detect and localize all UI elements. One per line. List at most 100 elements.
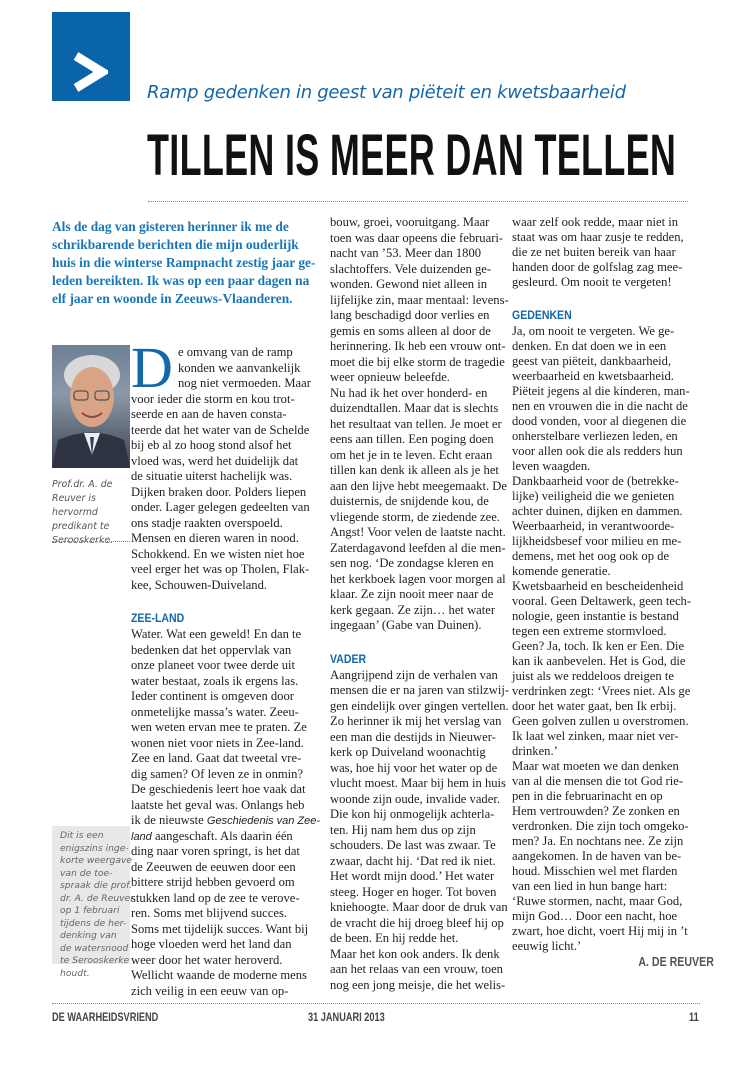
body-text-line: wonen niet voor niets in Zee-land. [131, 735, 304, 750]
body-text-line: herinnering. Ik heb een vrouw ont- [330, 339, 506, 353]
article-column-2: bouw, groei, vooruitgang. Maar toen was d… [330, 215, 509, 993]
section-heading: ZEE-LAND [131, 611, 185, 625]
body-text-line: water bestaat, zoals ik ergens las. [131, 673, 299, 688]
body-text-line: handen door de golfslag zag mee- [512, 260, 683, 274]
body-text-line: aangekomen. In de haven van be- [512, 849, 682, 863]
body-text-line: vlucht moest. Maar bij hem in huis [330, 776, 506, 790]
body-text-line: dood vonden, voor al diegenen die [512, 414, 687, 428]
body-text-line: bittere strijd hebben gevoerd om [131, 875, 295, 889]
body-text-line: denken. En dat doen we in een [512, 339, 667, 353]
body-text-line: van al die mensen die tot God rie- [512, 774, 684, 788]
body-text-line: veel erger het was op Tholen, Flak- [131, 562, 310, 576]
body-text-line: Soms met tijdelijk succes. Want bij [131, 921, 309, 936]
body-text-line: ons stadje raakten overspoeld. [131, 515, 283, 530]
book-title: land [131, 830, 152, 843]
body-text-line: Zo herinner ik mij het verslag van [330, 714, 502, 728]
intro-line: huis in die winterse Rampnacht zestig ja… [52, 255, 316, 270]
note-line: te Serooskerke [60, 955, 130, 966]
body-text-line: klaar. Ze zijn nooit meer naar de [330, 587, 494, 601]
body-text-line: om het je in te leven. Echt eraan [330, 447, 493, 462]
body-text-line: de Zeeuwen de eeuwen door een [131, 859, 296, 874]
note-line: de watersnood [60, 942, 129, 954]
body-text-line: komende generatie. [512, 564, 611, 578]
body-text-line: ik de nieuwste Geschiedenis van Zee- [131, 813, 323, 829]
body-text-line: vloed was, werd het duidelijk dat [131, 453, 299, 468]
body-text-line: van een lied in hun bange hart: [512, 879, 668, 893]
body-text-line: voor allen ook die als redders hun [512, 444, 683, 458]
body-text-line: Mensen en dieren waren in nood. [131, 531, 299, 545]
body-text-line: achter duinen, dijken en dammen. [512, 504, 683, 518]
body-text-line: land aangeschaft. Als daarin één [131, 829, 323, 845]
note-line: Dit is een [60, 830, 104, 841]
body-text-line: verdronken. Die zijn toch omgeko- [512, 819, 689, 833]
body-text-line: Zaterdagavond leefden al die men- [330, 540, 506, 555]
body-text-line: weerbaarheid en kwetsbaarheid. [512, 369, 674, 383]
page-title: TILLEN IS MEER DAN TELLEN [147, 123, 677, 188]
body-text-line: voor ieder die storm en kou trot- [131, 391, 295, 406]
body-text-line: ingegaan’ (Gabe van Duinen). [330, 618, 482, 632]
intro-line: leden bereikten. Ik was op een paar dage… [52, 273, 310, 288]
article-column-1: D e omvang van de ramp konden we aanvanke… [131, 339, 323, 999]
text-span: aangeschaft. Als daarin één [151, 828, 293, 843]
body-text-line: leven waagden. [512, 459, 591, 473]
body-text-line: vooral. Geen Deltawerk, geen tech- [512, 594, 692, 608]
body-text-line: onze planeet voor twee derde uit [131, 658, 295, 672]
body-text-line: Nu had ik het over honderd- en [330, 385, 488, 400]
note-line: van de toe- [60, 867, 113, 879]
body-text-line: Schokkend. En we wisten niet hoe [131, 546, 305, 561]
body-text-line: aan het relaas van een vrouw, toen [330, 962, 503, 976]
body-text-line: bedenken dat het oppervlak van [131, 642, 292, 657]
body-text-line: Die kon hij onmogelijk achterla- [330, 807, 495, 821]
body-text-line: Weerbaarheid, in verantwoorde- [512, 519, 675, 533]
body-text-line: tillen kan denk ik alleen als je het [330, 463, 499, 477]
body-text-line: woonde zijn oude, invalide vader. [330, 791, 500, 806]
body-text-line: teerde dat het water van de Schelde [131, 422, 310, 437]
section-heading: GEDENKEN [512, 308, 572, 322]
body-text-line: onmetelijke massa’s water. Zeeu- [131, 704, 299, 719]
author-photo [52, 345, 130, 468]
intro-line: schrikbarende berichten die mijn ouderli… [52, 237, 299, 252]
body-text-line: duisternis, de snijdende kou, de [330, 494, 489, 508]
footer-date: 31 JANUARI 2013 [308, 1012, 385, 1024]
body-text-line: was, hoe hij voor het water op de [330, 760, 498, 775]
note-line: korte weergave [60, 855, 133, 866]
body-text-line: schouders. De last was zwaar. Te [330, 838, 496, 852]
body-text-line: duizendtallen. Maar dat is slechts [330, 401, 499, 415]
body-text-line: het resultaat van tellen. Je moet er [330, 416, 502, 431]
section-heading: VADER [330, 651, 367, 666]
body-text-line: ‘Ruwe stormen, nacht, maar God, [512, 894, 683, 908]
body-text-line: dig samen? Of leven ze in onmin? [131, 766, 304, 781]
caption-divider [52, 541, 130, 542]
body-text-line: kan ik aanbevelen. Het is God, die [512, 654, 686, 668]
body-text-line: staat was om haar zusje te redden, [512, 230, 684, 244]
body-text-line: Dankbaarheid voor de (betrekke- [512, 474, 679, 488]
body-text-line: houd. Misschien wel met flarden [512, 864, 678, 878]
note-line: denking van [60, 930, 117, 941]
editorial-note-text: Dit is een enigszins inge-korte weergave v… [60, 830, 134, 980]
footer-divider [52, 1003, 700, 1004]
note-line: dr. A. de Reuver [60, 892, 135, 904]
body-text-line: gesleurd. Om nooit te vergeten! [512, 275, 672, 289]
body-text-line: lijkheidsbesef voor milieu en me- [512, 534, 682, 548]
photo-caption: Prof.dr. A. de Reuver is hervormd predikan… [52, 478, 132, 548]
body-text-line: Kwetsbaarheid en bescheidenheid [512, 579, 684, 593]
title-divider [148, 201, 688, 202]
body-text-line: Wellicht waande de moderne mens [131, 968, 307, 982]
article-column-3: waar zelf ook redde, maar niet in staat w… [512, 215, 717, 954]
body-text-line: nog een jong meisje, die het welis- [330, 977, 506, 992]
footer-page-number: 11 [689, 1012, 699, 1024]
body-text-line: Ja, om nooit te vergeten. We ge- [512, 324, 675, 338]
body-text-line: nacht van ’53. Meer dan 1800 [330, 246, 482, 260]
body-text-line: Geen golven zullen u overstromen. [512, 714, 689, 728]
body-text-line: pen in die februarinacht en op [512, 789, 663, 803]
body-text-line: onder. Lager gelegen gedeelten van [131, 500, 310, 514]
editorial-note-box: Dit is een enigszins inge-korte weergave v… [52, 826, 134, 979]
note-line: enigszins inge- [60, 842, 129, 854]
footer-publication: DE WAARHEIDSVRIEND [52, 1012, 159, 1024]
body-text-line: onherstelbare verliezen leden, en [512, 429, 678, 443]
body-text-line: ding naar voren springt, is het dat [131, 844, 300, 858]
author-signature: A. DE REUVER [638, 955, 714, 969]
caption-line: Serooskerke. [52, 535, 114, 546]
intro-lead: Als de dag van gisteren herinner ik me d… [52, 218, 327, 308]
body-text-line: geest van piëteit, dankbaarheid, [512, 354, 672, 368]
